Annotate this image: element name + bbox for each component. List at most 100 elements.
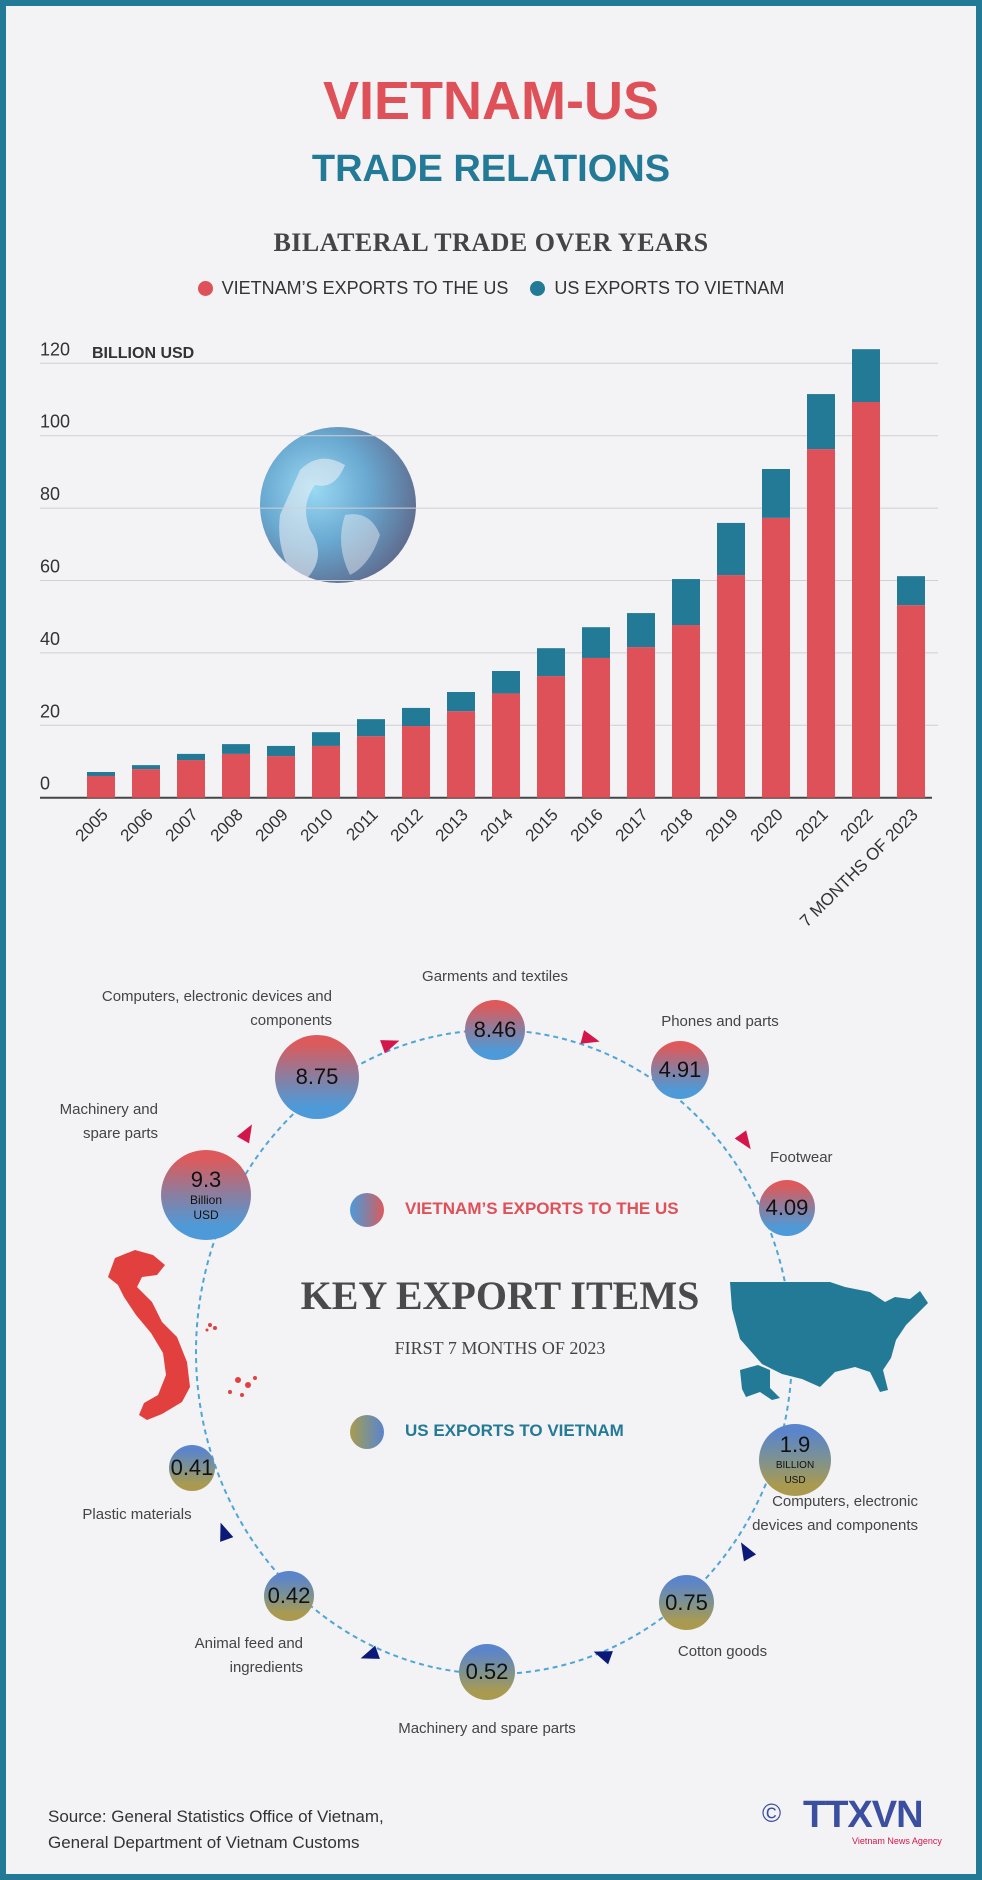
bar-us-exports [852,349,880,403]
x-tick-label: 2020 [747,805,787,845]
arrow-icon [220,1522,234,1542]
label-vn-computers: Computers, electronic devices and compon… [101,988,332,1029]
x-tick-label: 2022 [837,805,877,845]
source-line: Source: General Statistics Office of Vie… [48,1807,384,1826]
bubble-value: 1.9 [779,1432,811,1457]
arrow-icon [734,1130,751,1150]
x-tick-label: 2010 [297,805,337,845]
bubble-value: 9.3 [190,1167,222,1192]
bubble-us-machinery: 0.52 [459,1644,515,1700]
bubble-vn-footwear: 4.09 [759,1180,815,1236]
bubble-value: 0.52 [465,1659,509,1684]
bar-us-exports [627,613,655,648]
x-tick-label: 2013 [432,805,472,845]
bar-vietnam-exports [312,745,340,798]
x-tick-label: 2021 [792,805,832,845]
bubble-unit: Billion USD [189,1193,222,1222]
y-axis-unit: BILLION USD [92,345,195,362]
bubble-vn-garments: 8.46 [465,1000,525,1060]
bar-vietnam-exports [537,676,565,798]
bar-vietnam-exports [87,775,115,798]
x-tick-label: 2006 [117,805,157,845]
x-tick-label: 2009 [252,805,292,845]
copyright-icon: © [762,1798,782,1828]
bar-us-exports [177,753,205,761]
bar-us-exports [537,648,565,677]
legend-us-exports: US EXPORTS TO VIETNAM [405,1421,624,1440]
bubble-value: 0.42 [267,1583,311,1608]
bubble-value: 8.75 [295,1064,339,1089]
bubble-vn-phones: 4.91 [651,1041,709,1099]
source-line: General Department of Vietnam Customs [48,1833,360,1852]
bubble-value: 0.41 [170,1455,214,1480]
bubble-us-cotton: 0.75 [659,1575,714,1630]
key-exports-subtitle: FIRST 7 MONTHS OF 2023 [394,1338,606,1358]
bubble-vn-computers: 8.75 [275,1035,359,1119]
bar-us-exports [357,719,385,737]
page-title: VIETNAM-US [323,71,659,131]
bubble-value: 4.91 [658,1057,702,1082]
bar-chart: 0 20 40 60 80 100 120 2005 2006 2007 2008 2009 2010… [40,339,938,931]
bar-us-exports [402,707,430,727]
legend-dot-red [197,281,213,296]
label-us-plastic: Plastic materials [82,1506,192,1523]
label-vn-footwear: Footwear [770,1149,833,1166]
bar-vietnam-exports [672,625,700,798]
bar-vietnam-exports [582,657,610,798]
y-tick-label: 40 [40,629,60,649]
bar-vietnam-exports [807,449,835,798]
legend-vn-exports: VIETNAM’S EXPORTS TO THE US [405,1199,679,1218]
chart-legend: VIETNAM’S EXPORTS TO THE US US EXPORTS T… [0,278,982,299]
arrow-icon [580,1030,600,1044]
bubble-unit: BILLION USD [775,1460,815,1486]
bubble-value: 8.46 [473,1017,517,1042]
bar-us-exports [762,469,790,518]
bar-vietnam-exports [357,736,385,798]
legend-bubble-us [350,1415,384,1449]
globe-icon [260,427,416,585]
label-us-computers: Computers, electronic devices and compon… [752,1493,918,1534]
legend-label: US EXPORTS TO VIETNAM [554,278,785,298]
bar-vietnam-exports [177,760,205,798]
bubble-vn-machinery: 9.3 Billion USD [161,1150,251,1240]
source-note: Source: General Statistics Office of Vie… [48,1804,384,1856]
label-us-animal-feed: Animal feed and ingredients [194,1635,303,1676]
x-tick-label: 2018 [657,805,697,845]
alaska-map-icon [740,1365,780,1400]
label-vn-garments: Garments and textiles [422,968,568,985]
legend-us-exports: US EXPORTS TO VIETNAM [530,278,784,299]
label-vn-phones: Phones and parts [661,1013,779,1030]
bar-us-exports [267,745,295,757]
legend-label: VIETNAM’S EXPORTS TO THE US [221,278,509,298]
bar-us-exports [897,576,925,606]
arrow-icon [380,1040,400,1054]
bar-us-exports [672,579,700,626]
label-vn-machinery: Machinery and spare parts [59,1101,158,1142]
key-exports-title: KEY EXPORT ITEMS [300,1273,700,1318]
y-tick-label: 20 [40,701,60,721]
bubble-us-animal-feed: 0.42 [264,1571,314,1621]
y-tick-label: 100 [40,412,70,432]
x-tick-label: 2011 [343,805,382,844]
bar-us-exports [807,394,835,450]
x-tick-label: 2017 [612,805,652,845]
bar-vietnam-exports [717,575,745,798]
bar-vietnam-exports [132,769,160,798]
bar-us-exports [447,691,475,712]
bar-us-exports [582,627,610,658]
islands-icon [205,1323,257,1397]
y-tick-label: 120 [40,339,70,359]
legend-vietnam-exports: VIETNAM’S EXPORTS TO THE US [197,278,509,299]
bar-vietnam-exports [897,605,925,798]
ttxvn-logo: TTXVN [803,1794,924,1836]
x-tick-label: 2012 [387,805,427,845]
x-tick-label: 2014 [477,805,517,845]
page-subtitle: TRADE RELATIONS [311,148,671,190]
y-tick-label: 0 [40,774,50,794]
arrow-icon [741,1542,757,1562]
bar-vietnam-exports [402,726,430,798]
x-tick-label: 2016 [567,805,607,845]
bubble-us-computers: 1.9 BILLION USD [759,1424,831,1496]
arrow-icon [236,1124,252,1144]
bar-us-exports [492,671,520,694]
